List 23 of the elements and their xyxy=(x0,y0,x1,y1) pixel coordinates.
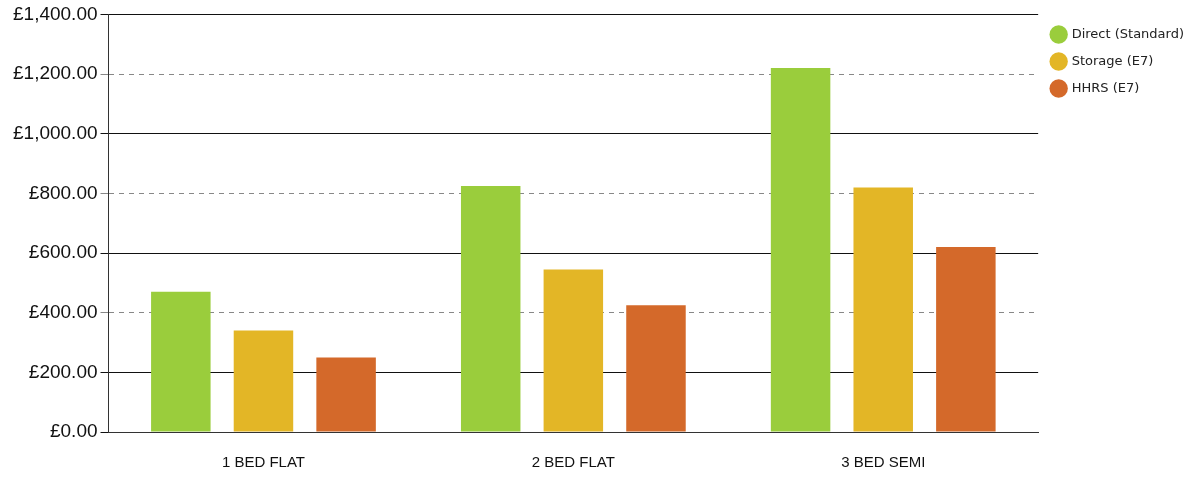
bar xyxy=(626,305,686,432)
y-tick-label: £1,400.00 xyxy=(12,2,98,24)
bar xyxy=(151,291,211,432)
y-tick-label: £0.00 xyxy=(49,420,98,442)
legend-label: Storage (E7) xyxy=(1071,52,1154,68)
bar xyxy=(460,185,521,432)
legend-label: HHRS (E7) xyxy=(1071,79,1140,95)
y-tick-label: £400.00 xyxy=(28,300,98,322)
x-tick-label: 3 BED SEMI xyxy=(841,453,926,471)
x-tick-label: 1 BED FLAT xyxy=(221,453,306,471)
bar xyxy=(316,357,376,432)
bar xyxy=(770,68,831,432)
y-tick-label: £800.00 xyxy=(28,181,98,203)
legend-label: Direct (Standard) xyxy=(1071,25,1184,41)
y-tick-label: £1,200.00 xyxy=(12,62,98,84)
bar xyxy=(233,330,294,432)
y-tick-label: £600.00 xyxy=(28,241,98,263)
bar xyxy=(936,247,996,432)
x-tick-label: 2 BED FLAT xyxy=(531,453,615,471)
bar xyxy=(543,269,604,432)
y-tick-label: £200.00 xyxy=(28,360,98,382)
bar xyxy=(853,187,913,432)
y-tick-label: £1,000.00 xyxy=(12,121,98,143)
